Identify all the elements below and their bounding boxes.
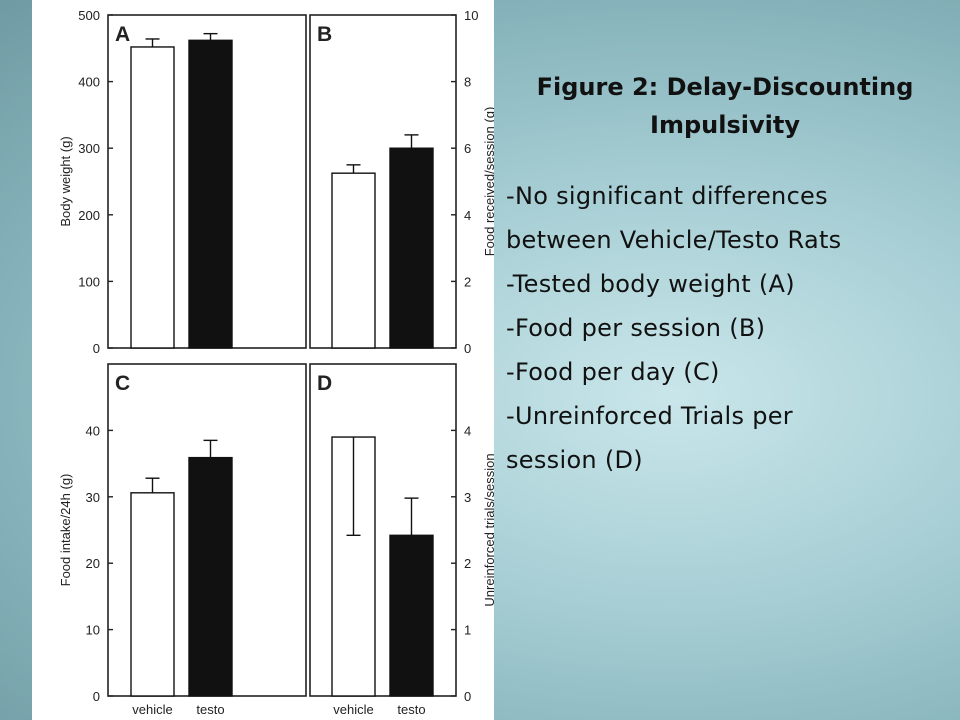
panel-a-bar-vehicle bbox=[130, 46, 175, 349]
panel-a-tick-label: 200 bbox=[78, 208, 100, 223]
panel-d-letter: D bbox=[317, 372, 332, 395]
panel-b-tick-label: 4 bbox=[464, 208, 471, 223]
panel-b-frame bbox=[309, 14, 457, 349]
panel-a-tick-label: 500 bbox=[78, 8, 100, 23]
panel-c-tick-label: 30 bbox=[86, 490, 100, 505]
panel-d-bar-testo bbox=[389, 534, 434, 697]
panel-b-tick-label: 8 bbox=[464, 75, 471, 90]
panel-c-tick-label: 10 bbox=[86, 623, 100, 638]
panel-b-tick-label: 2 bbox=[464, 274, 471, 289]
panel-d-tick-label: 4 bbox=[464, 423, 471, 438]
panel-a-bar-testo bbox=[188, 39, 233, 349]
panel-b-bar-vehicle bbox=[331, 172, 376, 349]
panel-b-tick-label: 10 bbox=[464, 8, 478, 23]
bullet-line: -Tested body weight (A) bbox=[506, 270, 795, 298]
figure-panel: A 0 100 200 300 400 500 Body weight (g) B 0 2 4 6 8 10… bbox=[32, 0, 494, 720]
panel-b-letter: B bbox=[317, 23, 332, 46]
bullet-line: -Food per day (C) bbox=[506, 358, 720, 386]
panel-b-tick-label: 6 bbox=[464, 141, 471, 156]
panel-a-y-axis-title: Body weight (g) bbox=[58, 136, 73, 226]
bullet-line: -Unreinforced Trials per bbox=[506, 402, 793, 430]
bullet-list: -No significant differences between Vehi… bbox=[500, 174, 950, 482]
panel-b-tick-label: 0 bbox=[464, 341, 471, 356]
panel-a-tick-label: 100 bbox=[78, 274, 100, 289]
slide-title-line-1: Figure 2: Delay-Discounting bbox=[536, 73, 914, 101]
bullet-line: -Food per session (B) bbox=[506, 314, 766, 342]
panel-a-letter: A bbox=[115, 23, 130, 46]
panel-d-tick-label: 1 bbox=[464, 623, 471, 638]
panel-c-category-label: testo bbox=[196, 702, 224, 717]
slide-text-panel: Figure 2: Delay-Discounting Impulsivity … bbox=[500, 68, 950, 482]
slide-title: Figure 2: Delay-Discounting Impulsivity bbox=[500, 68, 950, 144]
panel-c-category-label: vehicle bbox=[132, 702, 172, 717]
panel-d-frame bbox=[309, 363, 457, 697]
panel-b-y-axis-title: Food received/session (g) bbox=[482, 107, 494, 257]
panel-d-y-axis-title: Unreinforced trials/session bbox=[482, 453, 494, 606]
panel-c-tick-label: 40 bbox=[86, 423, 100, 438]
panel-a-tick-label: 400 bbox=[78, 75, 100, 90]
panel-c-y-axis-title: Food intake/24h (g) bbox=[58, 474, 73, 587]
panel-b-bar-testo bbox=[389, 147, 434, 349]
panel-c-bar-vehicle bbox=[130, 492, 175, 697]
panel-c-bar-testo bbox=[188, 456, 233, 697]
panel-d-category-label: testo bbox=[397, 702, 425, 717]
bullet-line: between Vehicle/Testo Rats bbox=[506, 226, 842, 254]
panel-d-category-label: vehicle bbox=[333, 702, 373, 717]
panel-c-tick-label: 0 bbox=[93, 689, 100, 704]
panel-c-letter: C bbox=[115, 372, 130, 395]
panel-d-tick-label: 3 bbox=[464, 490, 471, 505]
slide-title-line-2: Impulsivity bbox=[650, 111, 800, 139]
panel-d-tick-label: 0 bbox=[464, 689, 471, 704]
panel-a-tick-label: 300 bbox=[78, 141, 100, 156]
panel-d-tick-label: 2 bbox=[464, 556, 471, 571]
panel-a-tick-label: 0 bbox=[93, 341, 100, 356]
panel-c-tick-label: 20 bbox=[86, 556, 100, 571]
bullet-line: session (D) bbox=[506, 446, 643, 474]
bullet-line: -No significant differences bbox=[506, 182, 828, 210]
